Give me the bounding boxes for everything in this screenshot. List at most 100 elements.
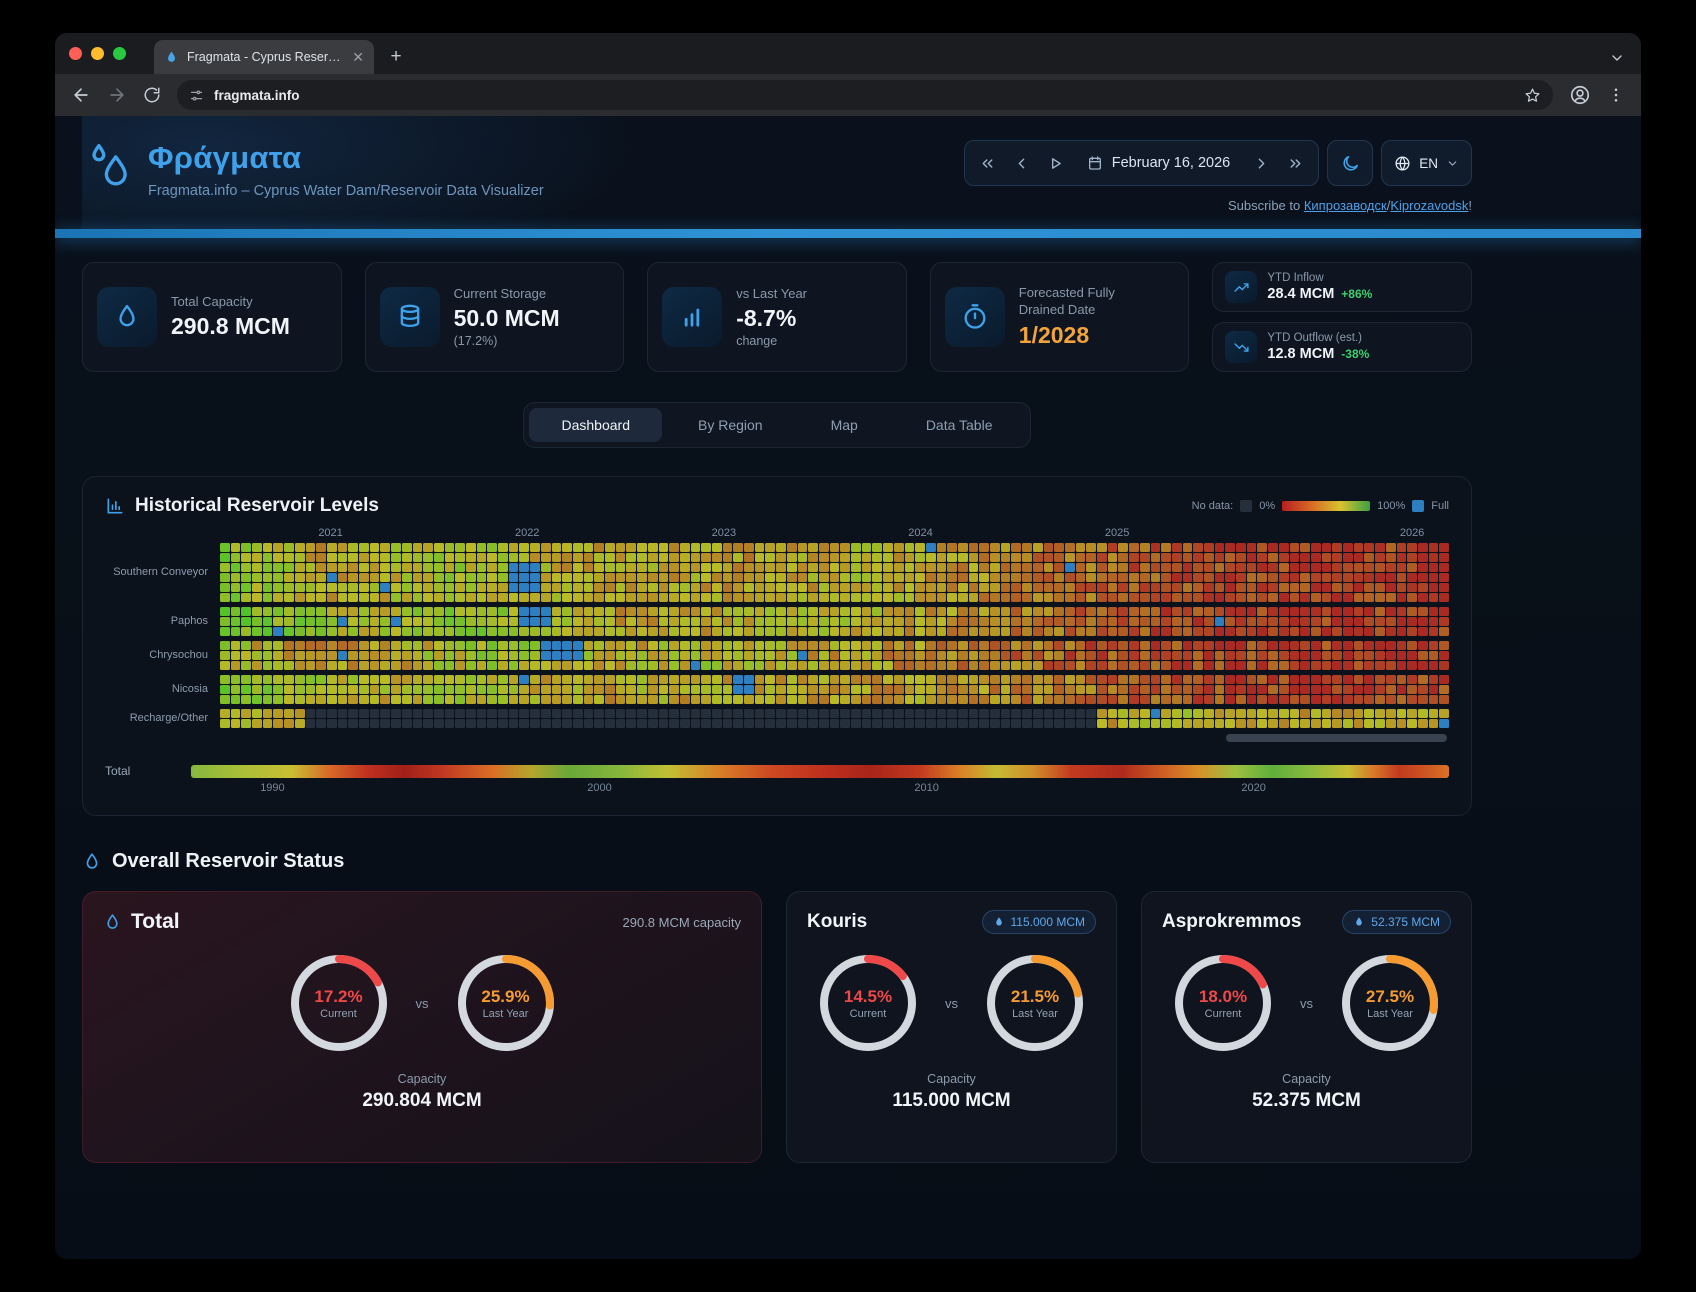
subscribe-link-ru[interactable]: Кипрозаводск <box>1304 198 1387 213</box>
heatmap-cell <box>284 641 294 650</box>
heatmap-cell <box>1204 543 1214 552</box>
heatmap-cell <box>295 543 305 552</box>
heatmap-cell <box>1343 607 1353 616</box>
heatmap-cell <box>1300 617 1310 626</box>
first-date-button[interactable] <box>971 145 1005 181</box>
forward-button[interactable] <box>107 85 127 105</box>
heatmap-cell <box>1257 553 1267 562</box>
heatmap-cell <box>733 685 743 694</box>
close-window-button[interactable] <box>69 47 82 60</box>
heatmap-cell <box>1076 719 1086 728</box>
heatmap-cell <box>605 593 615 602</box>
heatmap-cell <box>1236 661 1246 670</box>
heatmap-cell <box>723 607 733 616</box>
browser-tab[interactable]: Fragmata - Cyprus Reservoir ✕ <box>154 40 374 74</box>
heatmap-cell <box>830 627 840 636</box>
tab-list-chevron-icon[interactable] <box>1609 50 1625 66</box>
heatmap-cell <box>455 627 465 636</box>
heatmap-cell <box>466 583 476 592</box>
heatmap-cell <box>1001 543 1011 552</box>
heatmap-cell <box>605 573 615 582</box>
heatmap-cell <box>947 709 957 718</box>
heatmap-cell <box>883 543 893 552</box>
heatmap-cell <box>669 573 679 582</box>
site-info-icon[interactable] <box>189 88 204 103</box>
zoom-window-button[interactable] <box>113 47 126 60</box>
heatmap-cell <box>765 607 775 616</box>
heatmap-cell <box>1332 583 1342 592</box>
profile-avatar-icon[interactable] <box>1569 84 1591 106</box>
heatmap-cell <box>391 593 401 602</box>
date-picker[interactable]: February 16, 2026 <box>1073 155 1245 171</box>
heatmap-cell <box>1225 651 1235 660</box>
minimize-window-button[interactable] <box>91 47 104 60</box>
heatmap-cell <box>498 709 508 718</box>
heatmap-cell <box>830 563 840 572</box>
kpi-current-storage: Current Storage 50.0 MCM (17.2%) <box>365 262 625 372</box>
heatmap-cell <box>1397 675 1407 684</box>
heatmap-cell <box>947 675 957 684</box>
heatmap-cell <box>669 543 679 552</box>
heatmap-cell <box>691 617 701 626</box>
ytd-outflow-card: YTD Outflow (est.) 12.8 MCM -38% <box>1212 322 1472 372</box>
next-date-button[interactable] <box>1244 145 1278 181</box>
heatmap-cell <box>541 651 551 660</box>
heatmap-cell <box>1429 543 1439 552</box>
legend-gradient <box>1282 501 1370 511</box>
heatmap-cell <box>1011 709 1021 718</box>
address-bar[interactable]: fragmata.info <box>177 80 1553 110</box>
heatmap-cell <box>1001 651 1011 660</box>
new-tab-button[interactable]: + <box>382 43 410 71</box>
heatmap-cell <box>1300 695 1310 704</box>
heatmap-cell <box>947 617 957 626</box>
heatmap-cell <box>220 695 230 704</box>
heatmap-cell <box>894 607 904 616</box>
heatmap-cell <box>1354 627 1364 636</box>
heatmap-cell <box>616 573 626 582</box>
heatmap-cell <box>1151 553 1161 562</box>
heatmap-cell <box>894 593 904 602</box>
heatmap-cell <box>423 641 433 650</box>
heatmap-cell <box>252 641 262 650</box>
heatmap-cell <box>1172 617 1182 626</box>
tab-dashboard[interactable]: Dashboard <box>529 408 662 442</box>
previous-date-button[interactable] <box>1005 145 1039 181</box>
heatmap-cell <box>1247 661 1257 670</box>
heatmap-cell <box>1300 627 1310 636</box>
capacity-label: Capacity <box>1162 1072 1451 1086</box>
heatmap-cell <box>1407 651 1417 660</box>
heatmap-cell <box>1001 719 1011 728</box>
reload-button[interactable] <box>143 86 161 104</box>
heatmap-cell <box>445 553 455 562</box>
heatmap-cell <box>851 627 861 636</box>
bookmark-star-icon[interactable] <box>1524 87 1541 104</box>
heatmap-cell <box>1257 651 1267 660</box>
subscribe-link-en[interactable]: Kiprozavodsk <box>1390 198 1468 213</box>
heatmap-cell <box>541 641 551 650</box>
heatmap-cell <box>263 593 273 602</box>
heatmap-cell <box>241 661 251 670</box>
last-date-button[interactable] <box>1278 145 1312 181</box>
heatmap-cell <box>1257 593 1267 602</box>
heatmap-scrollbar[interactable] <box>1226 734 1447 742</box>
heatmap-cell <box>487 709 497 718</box>
tab-by-region[interactable]: By Region <box>666 408 795 442</box>
heatmap-cell <box>263 651 273 660</box>
heatmap-cell <box>552 651 562 660</box>
language-selector[interactable]: EN <box>1381 140 1472 186</box>
browser-menu-icon[interactable] <box>1607 86 1625 104</box>
tab-close-icon[interactable]: ✕ <box>352 49 364 66</box>
heatmap-cell <box>509 553 519 562</box>
heatmap-cell <box>1065 553 1075 562</box>
theme-toggle-button[interactable] <box>1327 140 1373 186</box>
heatmap-cell <box>969 675 979 684</box>
tab-data-table[interactable]: Data Table <box>894 408 1025 442</box>
heatmap-cell <box>445 543 455 552</box>
play-animation-button[interactable] <box>1039 145 1073 181</box>
heatmap-cell <box>1151 573 1161 582</box>
heatmap-cell <box>1397 661 1407 670</box>
heatmap-cell <box>241 553 251 562</box>
heatmap-cell <box>466 641 476 650</box>
tab-map[interactable]: Map <box>799 408 890 442</box>
back-button[interactable] <box>71 85 91 105</box>
